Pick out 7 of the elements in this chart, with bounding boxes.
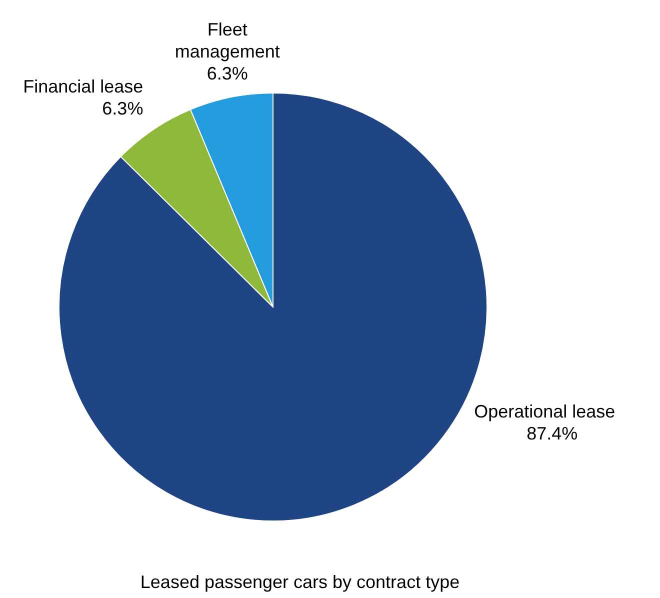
data-label: 6.3% — [102, 98, 144, 119]
slice-label: Operational lease — [474, 401, 616, 422]
data-label: 6.3% — [206, 64, 248, 84]
text: Leased passenger cars by contract type — [140, 572, 460, 592]
slice-label: Financial lease — [23, 76, 144, 97]
slice-label: Fleet management — [174, 20, 280, 62]
data-label: 87.4% — [526, 423, 578, 444]
